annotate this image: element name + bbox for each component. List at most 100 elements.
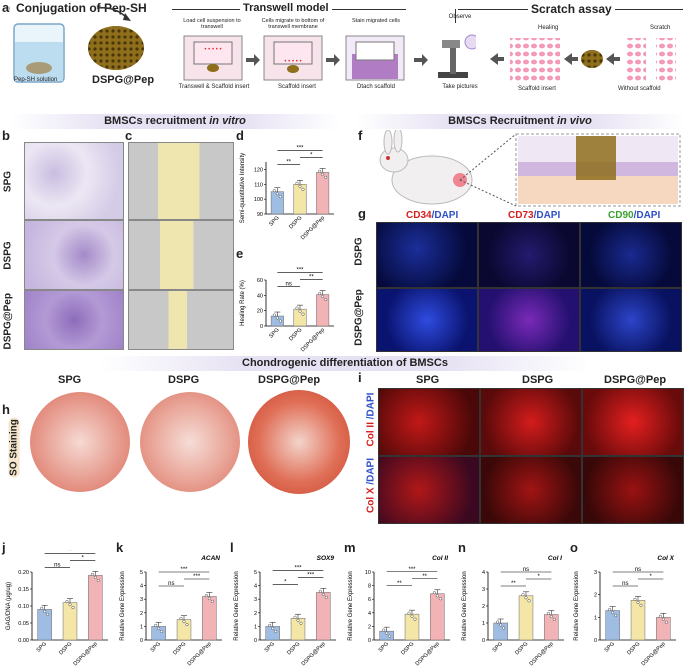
fluor-g-cd73-dspg xyxy=(478,222,580,288)
y-tick-label: 90 xyxy=(257,212,263,218)
data-point xyxy=(272,313,276,317)
transwell-1: • • • • • xyxy=(183,35,243,81)
svg-text:• • • • •: • • • • • xyxy=(204,47,221,53)
transwell-3 xyxy=(345,35,405,81)
data-point xyxy=(608,607,612,612)
beaker-icon xyxy=(13,23,65,83)
data-point xyxy=(274,629,278,633)
scratch-label: Scratch xyxy=(650,25,671,31)
gene-label: SOX9 xyxy=(317,555,335,562)
x-tick-label: SPG xyxy=(150,641,162,653)
row-label-dspgpep: DSPG@Pep xyxy=(2,293,14,350)
data-point xyxy=(524,596,528,600)
data-point xyxy=(546,611,550,616)
y-axis-label: Healing Rate (%) xyxy=(240,280,246,326)
g-header-cd90-marker: CD90 xyxy=(608,210,634,221)
data-point xyxy=(65,600,69,604)
sig-label: *** xyxy=(193,574,201,580)
data-point xyxy=(40,606,44,610)
data-point xyxy=(301,312,305,316)
sig-label: ** xyxy=(68,550,73,554)
y-tick-label: 1 xyxy=(254,624,257,630)
data-point xyxy=(96,578,100,582)
y-tick-label: 1 xyxy=(594,615,597,621)
y-tick-label: 100 xyxy=(254,197,263,203)
x-tick-label: DSPG xyxy=(626,641,641,656)
sig-label: ns xyxy=(285,282,291,288)
scaffold-insert-label: Scaffold insert xyxy=(518,86,556,92)
sig-label: ** xyxy=(286,159,291,165)
sub1-text: Transwell & Scaffold insert xyxy=(178,84,250,90)
data-point xyxy=(661,617,665,621)
x-tick-label: DSPG xyxy=(288,327,303,342)
y-tick-label: 2 xyxy=(140,611,143,617)
fluor-i-colx-spg xyxy=(378,456,480,524)
transwell-diagrams: • • • • • • • • • • xyxy=(183,34,476,81)
data-point xyxy=(275,316,279,320)
chart-j: GAG/DNA (μg/ug) 0.00 0.05 0.10 0.15 0.20 SPG DS… xyxy=(6,550,108,666)
y-tick-label: 1 xyxy=(482,621,485,627)
x-tick-label: DSPG@Pep xyxy=(73,641,99,666)
y-tick-label: 120 xyxy=(254,167,263,173)
bar xyxy=(379,630,394,641)
y-tick-label: 0 xyxy=(140,638,143,644)
data-point xyxy=(521,593,525,597)
bar xyxy=(630,600,646,641)
data-point xyxy=(432,591,436,595)
x-tick-label: SPG xyxy=(264,641,276,653)
row-label-dspg: DSPG xyxy=(2,241,14,270)
data-point xyxy=(93,575,97,579)
bar xyxy=(265,626,280,641)
y-tick-label: 3 xyxy=(594,570,597,576)
i-row2-label: Col X /DAPI xyxy=(366,455,377,517)
data-point xyxy=(210,599,214,604)
i-col-dspgpep: DSPG@Pep xyxy=(604,374,667,386)
y-tick-label: 0 xyxy=(368,638,371,644)
data-point xyxy=(614,613,618,618)
y-tick-label: 4 xyxy=(368,611,371,617)
step4-text: Observe xyxy=(448,14,472,20)
gene-label: Col I xyxy=(548,555,562,562)
transwell-2: • • • • • xyxy=(263,35,323,81)
data-point xyxy=(299,621,303,625)
x-tick-label: DSPG xyxy=(400,641,415,656)
y-tick-label: 2 xyxy=(368,624,371,630)
conj-title: Conjugation of Pep-SH xyxy=(16,1,147,15)
panel-label-o: o xyxy=(570,540,578,555)
data-point xyxy=(321,592,325,596)
g-row-dspgpep: DSPG@Pep xyxy=(353,289,365,346)
sub4-text: Take pictures xyxy=(442,84,478,90)
data-point xyxy=(658,614,662,618)
data-point xyxy=(388,634,392,638)
arrow-icon xyxy=(96,6,131,21)
y-tick-label: 0 xyxy=(260,324,263,330)
banner-chondro: Chondrogenic differentiation of BMSCs xyxy=(100,356,590,371)
data-point xyxy=(295,306,299,310)
data-point xyxy=(410,614,414,618)
so-stain-dspgpep xyxy=(248,390,350,494)
data-point xyxy=(185,623,189,627)
data-point xyxy=(321,172,325,176)
sig-label: ns xyxy=(635,567,641,573)
micrograph-c-spg xyxy=(128,142,234,220)
banner-vitro-text: BMSCs recruitment xyxy=(104,115,210,127)
svg-text:• • • • •: • • • • • xyxy=(284,59,301,65)
data-point xyxy=(664,620,668,624)
healing-label: Healing xyxy=(538,25,559,31)
y-axis-label: Semi-quantitative Intensity xyxy=(240,153,246,223)
product-label: DSPG@Pep xyxy=(92,74,155,86)
sig-label: *** xyxy=(296,145,304,151)
data-point xyxy=(324,175,328,179)
i-row1-label: Col II /DAPI xyxy=(366,389,377,451)
y-tick-label: 1 xyxy=(140,624,143,630)
data-point xyxy=(549,614,553,619)
banner-vitro: BMSCs recruitment in vitro xyxy=(10,114,340,129)
data-point xyxy=(324,298,328,302)
x-tick-label: DSPG xyxy=(58,641,73,656)
so-stain-spg xyxy=(30,392,130,492)
data-point xyxy=(293,615,297,619)
i-row2-dapi: /DAPI xyxy=(365,458,377,488)
so-stain-dspg xyxy=(140,392,240,492)
micrograph-b-spg xyxy=(24,142,124,220)
micrograph-c-dspg xyxy=(128,220,234,290)
